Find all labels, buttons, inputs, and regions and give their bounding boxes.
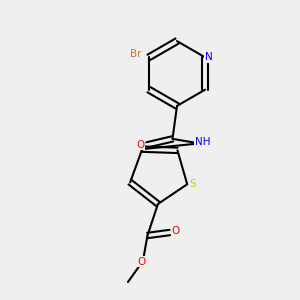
Text: O: O bbox=[172, 226, 180, 236]
Text: O: O bbox=[137, 256, 146, 267]
Text: O: O bbox=[136, 140, 145, 150]
Text: S: S bbox=[189, 179, 196, 189]
Text: N: N bbox=[205, 52, 212, 62]
Text: NH: NH bbox=[195, 137, 210, 147]
Text: Br: Br bbox=[130, 49, 141, 59]
